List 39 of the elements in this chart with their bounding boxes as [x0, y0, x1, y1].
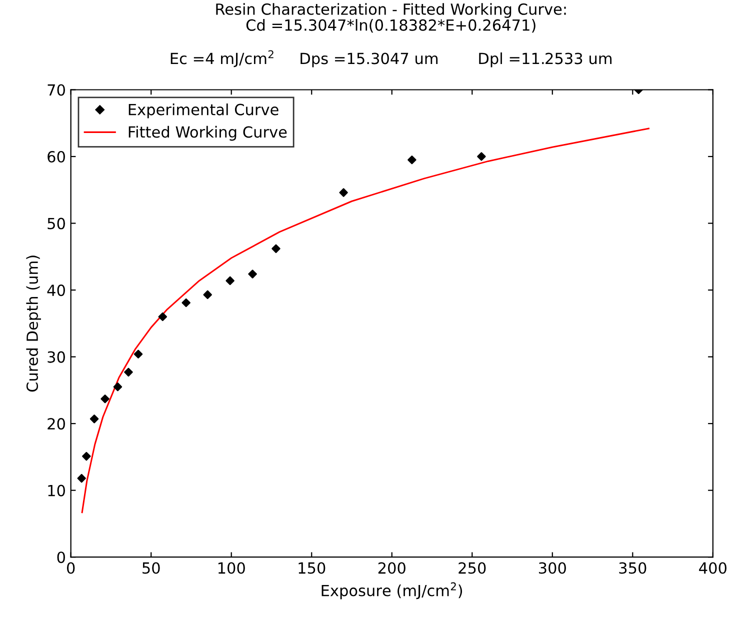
point [226, 276, 234, 286]
point [82, 452, 91, 461]
y-axis-title: Cured Depth (um) [26, 256, 41, 392]
y-tick-label: 60 [48, 150, 65, 163]
point [339, 188, 348, 197]
y-tick-label: 0 [57, 552, 65, 564]
point [124, 368, 133, 377]
y-tick-label: 70 [48, 84, 65, 96]
point [134, 350, 143, 359]
x-tick-label: 100 [218, 562, 245, 574]
x-tick-label: 150 [298, 562, 326, 574]
point [113, 382, 122, 392]
point [408, 155, 416, 164]
x-axis-title: Exposure (mJ/cm$^{2}$) [322, 582, 462, 600]
point [203, 290, 212, 300]
point [182, 298, 190, 308]
point [100, 394, 110, 404]
x-tick-label: 400 [699, 562, 726, 574]
point [477, 152, 486, 161]
legend-label: Fitted Working Curve [128, 126, 287, 141]
text: Ec =4 mJ/cm$^{2}$ Dps =15.3047 um Dpl =11.2533 um [170, 50, 612, 68]
point [272, 244, 280, 254]
x-tick-label: 250 [458, 562, 486, 574]
point [248, 270, 257, 278]
point [158, 312, 168, 322]
x-tick-label: 200 [378, 562, 406, 574]
point [77, 474, 86, 483]
y-tick-label: 10 [48, 484, 65, 496]
y-tick-label: 40 [47, 284, 65, 296]
chart-title: Resin Characterization - Fitted Working Curve: Cd =15.3047*ln(0.18382*E+0.26471) [216, 3, 566, 33]
legend-label: Experimental Curve [128, 104, 278, 118]
y-tick-label: 20 [48, 418, 65, 430]
y-tick-label: 50 [48, 218, 65, 230]
x-tick-label: 50 [142, 562, 160, 574]
y-tick-label: 30 [48, 351, 65, 363]
x-tick-label: 350 [619, 562, 646, 574]
point [90, 414, 99, 424]
x-tick-label: 0 [66, 562, 75, 574]
x-tick-label: 300 [538, 562, 566, 574]
